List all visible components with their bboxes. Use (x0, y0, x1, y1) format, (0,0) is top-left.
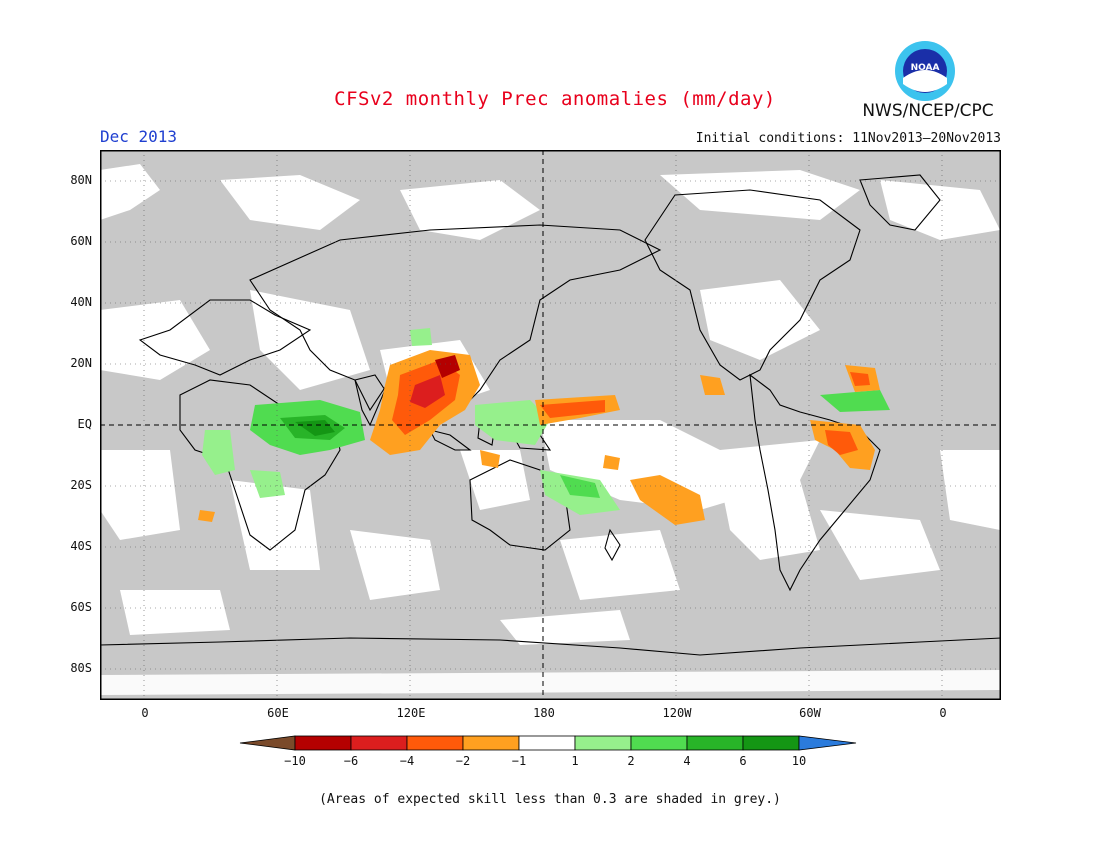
lon-label-0-east: 0 (939, 706, 947, 720)
legend-label: 6 (739, 754, 746, 768)
lat-label-60n: 60N (70, 234, 92, 248)
legend-label: 2 (627, 754, 634, 768)
forecast-month: Dec 2013 (100, 127, 178, 146)
legend-swatch (574, 735, 632, 751)
legend-label: 4 (683, 754, 690, 768)
legend-label: −4 (400, 754, 414, 768)
color-legend: −10 −6 −4 −2 −1 1 2 4 6 10 (239, 735, 857, 768)
map-title: CFSv2 monthly Prec anomalies (mm/day) (334, 88, 776, 110)
lon-label-60w: 60W (799, 706, 821, 720)
gridlines (100, 150, 1001, 700)
legend-swatch (406, 735, 464, 751)
skillful-regions (100, 164, 1000, 695)
legend-label: 1 (571, 754, 578, 768)
legend-swatch (742, 735, 800, 751)
lat-label-20s: 20S (70, 478, 92, 492)
legend-swatch (686, 735, 744, 751)
legend-label: −2 (456, 754, 470, 768)
lon-label-120w: 120W (662, 706, 692, 720)
legend-swatch (462, 735, 520, 751)
lat-label-60s: 60S (70, 600, 92, 614)
noaa-logo-text: NOAA (911, 63, 940, 73)
legend-swatch (630, 735, 688, 751)
org-label: NWS/NCEP/CPC (862, 101, 994, 121)
legend-swatch (350, 735, 408, 751)
legend-label: −1 (512, 754, 526, 768)
legend-swatch (294, 735, 352, 751)
skill-note: (Areas of expected skill less than 0.3 a… (319, 792, 781, 807)
lat-label-eq: EQ (77, 417, 92, 431)
lat-label-80s: 80S (70, 661, 92, 675)
noaa-logo: NOAA (895, 41, 955, 101)
lat-label-20n: 20N (70, 356, 92, 370)
legend-label: −10 (284, 754, 306, 768)
legend-label: 10 (792, 754, 806, 768)
wet-anomalies (202, 328, 890, 515)
initial-conditions: Initial conditions: 11Nov2013–20Nov2013 (695, 131, 1001, 146)
lon-label-180: 180 (533, 706, 555, 720)
legend-arrow-high (798, 735, 857, 751)
legend-label: −6 (344, 754, 358, 768)
legend-swatch (518, 735, 576, 751)
lat-label-80n: 80N (70, 173, 92, 187)
legend-arrow-low (239, 735, 296, 751)
precip-anomaly-map (100, 150, 1001, 700)
map-frame (100, 150, 1001, 700)
lat-label-40s: 40S (70, 539, 92, 553)
dry-anomalies (198, 350, 880, 525)
lon-label-60e: 60E (267, 706, 289, 720)
lat-label-40n: 40N (70, 295, 92, 309)
lon-label-0: 0 (141, 706, 149, 720)
lon-label-120e: 120E (396, 706, 426, 720)
